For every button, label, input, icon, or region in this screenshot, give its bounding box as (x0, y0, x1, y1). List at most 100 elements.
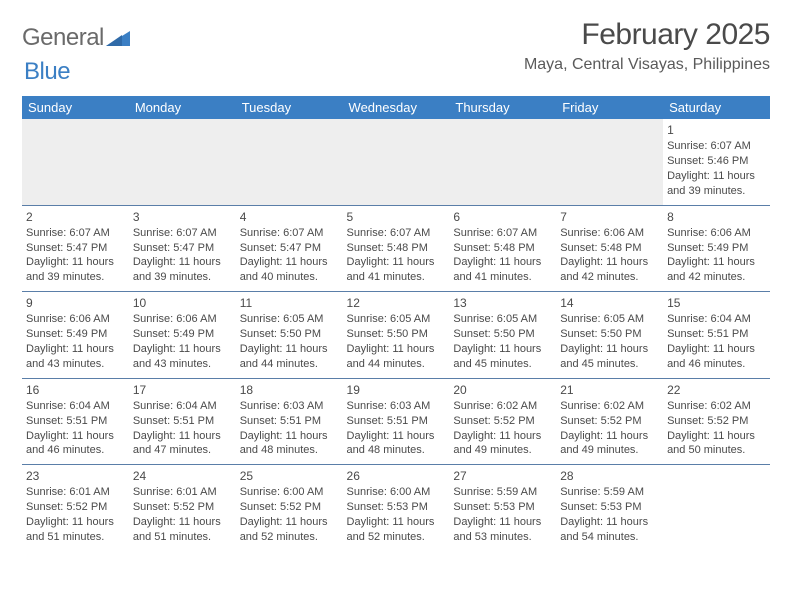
sunrise-text: Sunrise: 6:07 AM (453, 226, 552, 241)
sunrise-text: Sunrise: 6:06 AM (667, 226, 766, 241)
day-number: 13 (453, 295, 552, 311)
dl2-text: and 44 minutes. (240, 357, 339, 372)
dl2-text: and 41 minutes. (453, 270, 552, 285)
dl1-text: Daylight: 11 hours (347, 255, 446, 270)
sunset-text: Sunset: 5:49 PM (133, 327, 232, 342)
calendar-day-cell (22, 119, 129, 205)
dl1-text: Daylight: 11 hours (240, 515, 339, 530)
day-number: 27 (453, 468, 552, 484)
dl1-text: Daylight: 11 hours (347, 515, 446, 530)
calendar-week-row: 16Sunrise: 6:04 AMSunset: 5:51 PMDayligh… (22, 378, 770, 465)
sunset-text: Sunset: 5:46 PM (667, 154, 766, 169)
day-number: 19 (347, 382, 446, 398)
calendar-day-cell: 19Sunrise: 6:03 AMSunset: 5:51 PMDayligh… (343, 378, 450, 465)
weekday-header: Wednesday (343, 96, 450, 119)
dl2-text: and 42 minutes. (560, 270, 659, 285)
day-number: 1 (667, 122, 766, 138)
dl1-text: Daylight: 11 hours (560, 515, 659, 530)
sunset-text: Sunset: 5:53 PM (453, 500, 552, 515)
dl2-text: and 54 minutes. (560, 530, 659, 545)
dl2-text: and 46 minutes. (26, 443, 125, 458)
sunrise-text: Sunrise: 6:06 AM (133, 312, 232, 327)
dl1-text: Daylight: 11 hours (26, 342, 125, 357)
sunset-text: Sunset: 5:49 PM (26, 327, 125, 342)
dl1-text: Daylight: 11 hours (240, 342, 339, 357)
dl1-text: Daylight: 11 hours (133, 255, 232, 270)
sunrise-text: Sunrise: 6:00 AM (347, 485, 446, 500)
sunset-text: Sunset: 5:52 PM (26, 500, 125, 515)
day-number: 6 (453, 209, 552, 225)
calendar-day-cell: 11Sunrise: 6:05 AMSunset: 5:50 PMDayligh… (236, 292, 343, 379)
dl2-text: and 47 minutes. (133, 443, 232, 458)
calendar-day-cell: 5Sunrise: 6:07 AMSunset: 5:48 PMDaylight… (343, 205, 450, 292)
sunset-text: Sunset: 5:52 PM (453, 414, 552, 429)
sunrise-text: Sunrise: 6:02 AM (667, 399, 766, 414)
dl1-text: Daylight: 11 hours (26, 429, 125, 444)
calendar-day-cell: 20Sunrise: 6:02 AMSunset: 5:52 PMDayligh… (449, 378, 556, 465)
dl2-text: and 48 minutes. (240, 443, 339, 458)
day-number: 18 (240, 382, 339, 398)
sunrise-text: Sunrise: 6:04 AM (26, 399, 125, 414)
calendar-day-cell: 6Sunrise: 6:07 AMSunset: 5:48 PMDaylight… (449, 205, 556, 292)
day-number: 5 (347, 209, 446, 225)
brand-text-general: General (22, 24, 104, 52)
day-number: 9 (26, 295, 125, 311)
calendar-day-cell: 24Sunrise: 6:01 AMSunset: 5:52 PMDayligh… (129, 465, 236, 551)
calendar-day-cell: 13Sunrise: 6:05 AMSunset: 5:50 PMDayligh… (449, 292, 556, 379)
dl1-text: Daylight: 11 hours (133, 515, 232, 530)
calendar-day-cell: 15Sunrise: 6:04 AMSunset: 5:51 PMDayligh… (663, 292, 770, 379)
dl1-text: Daylight: 11 hours (26, 515, 125, 530)
dl2-text: and 51 minutes. (26, 530, 125, 545)
calendar-day-cell (343, 119, 450, 205)
sunset-text: Sunset: 5:50 PM (347, 327, 446, 342)
dl1-text: Daylight: 11 hours (667, 342, 766, 357)
day-number: 15 (667, 295, 766, 311)
sunset-text: Sunset: 5:47 PM (133, 241, 232, 256)
day-number: 28 (560, 468, 659, 484)
dl1-text: Daylight: 11 hours (560, 342, 659, 357)
sunrise-text: Sunrise: 5:59 AM (560, 485, 659, 500)
weekday-header: Tuesday (236, 96, 343, 119)
location-subtitle: Maya, Central Visayas, Philippines (524, 56, 770, 74)
brand-logo: General (22, 18, 134, 52)
day-number: 26 (347, 468, 446, 484)
dl2-text: and 48 minutes. (347, 443, 446, 458)
calendar-day-cell: 2Sunrise: 6:07 AMSunset: 5:47 PMDaylight… (22, 205, 129, 292)
sunset-text: Sunset: 5:48 PM (560, 241, 659, 256)
calendar-day-cell: 7Sunrise: 6:06 AMSunset: 5:48 PMDaylight… (556, 205, 663, 292)
calendar-day-cell (236, 119, 343, 205)
sunrise-text: Sunrise: 6:01 AM (133, 485, 232, 500)
dl2-text: and 45 minutes. (453, 357, 552, 372)
calendar-week-row: 1Sunrise: 6:07 AMSunset: 5:46 PMDaylight… (22, 119, 770, 205)
calendar-week-row: 9Sunrise: 6:06 AMSunset: 5:49 PMDaylight… (22, 292, 770, 379)
calendar-week-row: 23Sunrise: 6:01 AMSunset: 5:52 PMDayligh… (22, 465, 770, 551)
weekday-header: Monday (129, 96, 236, 119)
dl1-text: Daylight: 11 hours (240, 255, 339, 270)
sunset-text: Sunset: 5:47 PM (240, 241, 339, 256)
dl1-text: Daylight: 11 hours (347, 342, 446, 357)
dl2-text: and 39 minutes. (26, 270, 125, 285)
dl1-text: Daylight: 11 hours (560, 429, 659, 444)
sunrise-text: Sunrise: 6:07 AM (240, 226, 339, 241)
calendar-day-cell: 9Sunrise: 6:06 AMSunset: 5:49 PMDaylight… (22, 292, 129, 379)
day-number: 22 (667, 382, 766, 398)
sunset-text: Sunset: 5:50 PM (560, 327, 659, 342)
sunrise-text: Sunrise: 6:05 AM (453, 312, 552, 327)
calendar-day-cell: 12Sunrise: 6:05 AMSunset: 5:50 PMDayligh… (343, 292, 450, 379)
sunset-text: Sunset: 5:48 PM (453, 241, 552, 256)
sunrise-text: Sunrise: 6:05 AM (560, 312, 659, 327)
dl2-text: and 41 minutes. (347, 270, 446, 285)
sunset-text: Sunset: 5:52 PM (560, 414, 659, 429)
calendar-day-cell: 26Sunrise: 6:00 AMSunset: 5:53 PMDayligh… (343, 465, 450, 551)
calendar-body: 1 Sunrise: 6:07 AM Sunset: 5:46 PM Daylight… (22, 119, 770, 551)
sunset-text: Sunset: 5:48 PM (347, 241, 446, 256)
calendar-day-cell (556, 119, 663, 205)
dl2-text: and 40 minutes. (240, 270, 339, 285)
day-number: 25 (240, 468, 339, 484)
dl1-text: Daylight: 11 hours (240, 429, 339, 444)
sunrise-text: Sunrise: 6:03 AM (347, 399, 446, 414)
sunset-text: Sunset: 5:51 PM (26, 414, 125, 429)
dl1-text: Daylight: 11 hours (667, 429, 766, 444)
sunrise-text: Sunrise: 6:03 AM (240, 399, 339, 414)
sunset-text: Sunset: 5:52 PM (240, 500, 339, 515)
